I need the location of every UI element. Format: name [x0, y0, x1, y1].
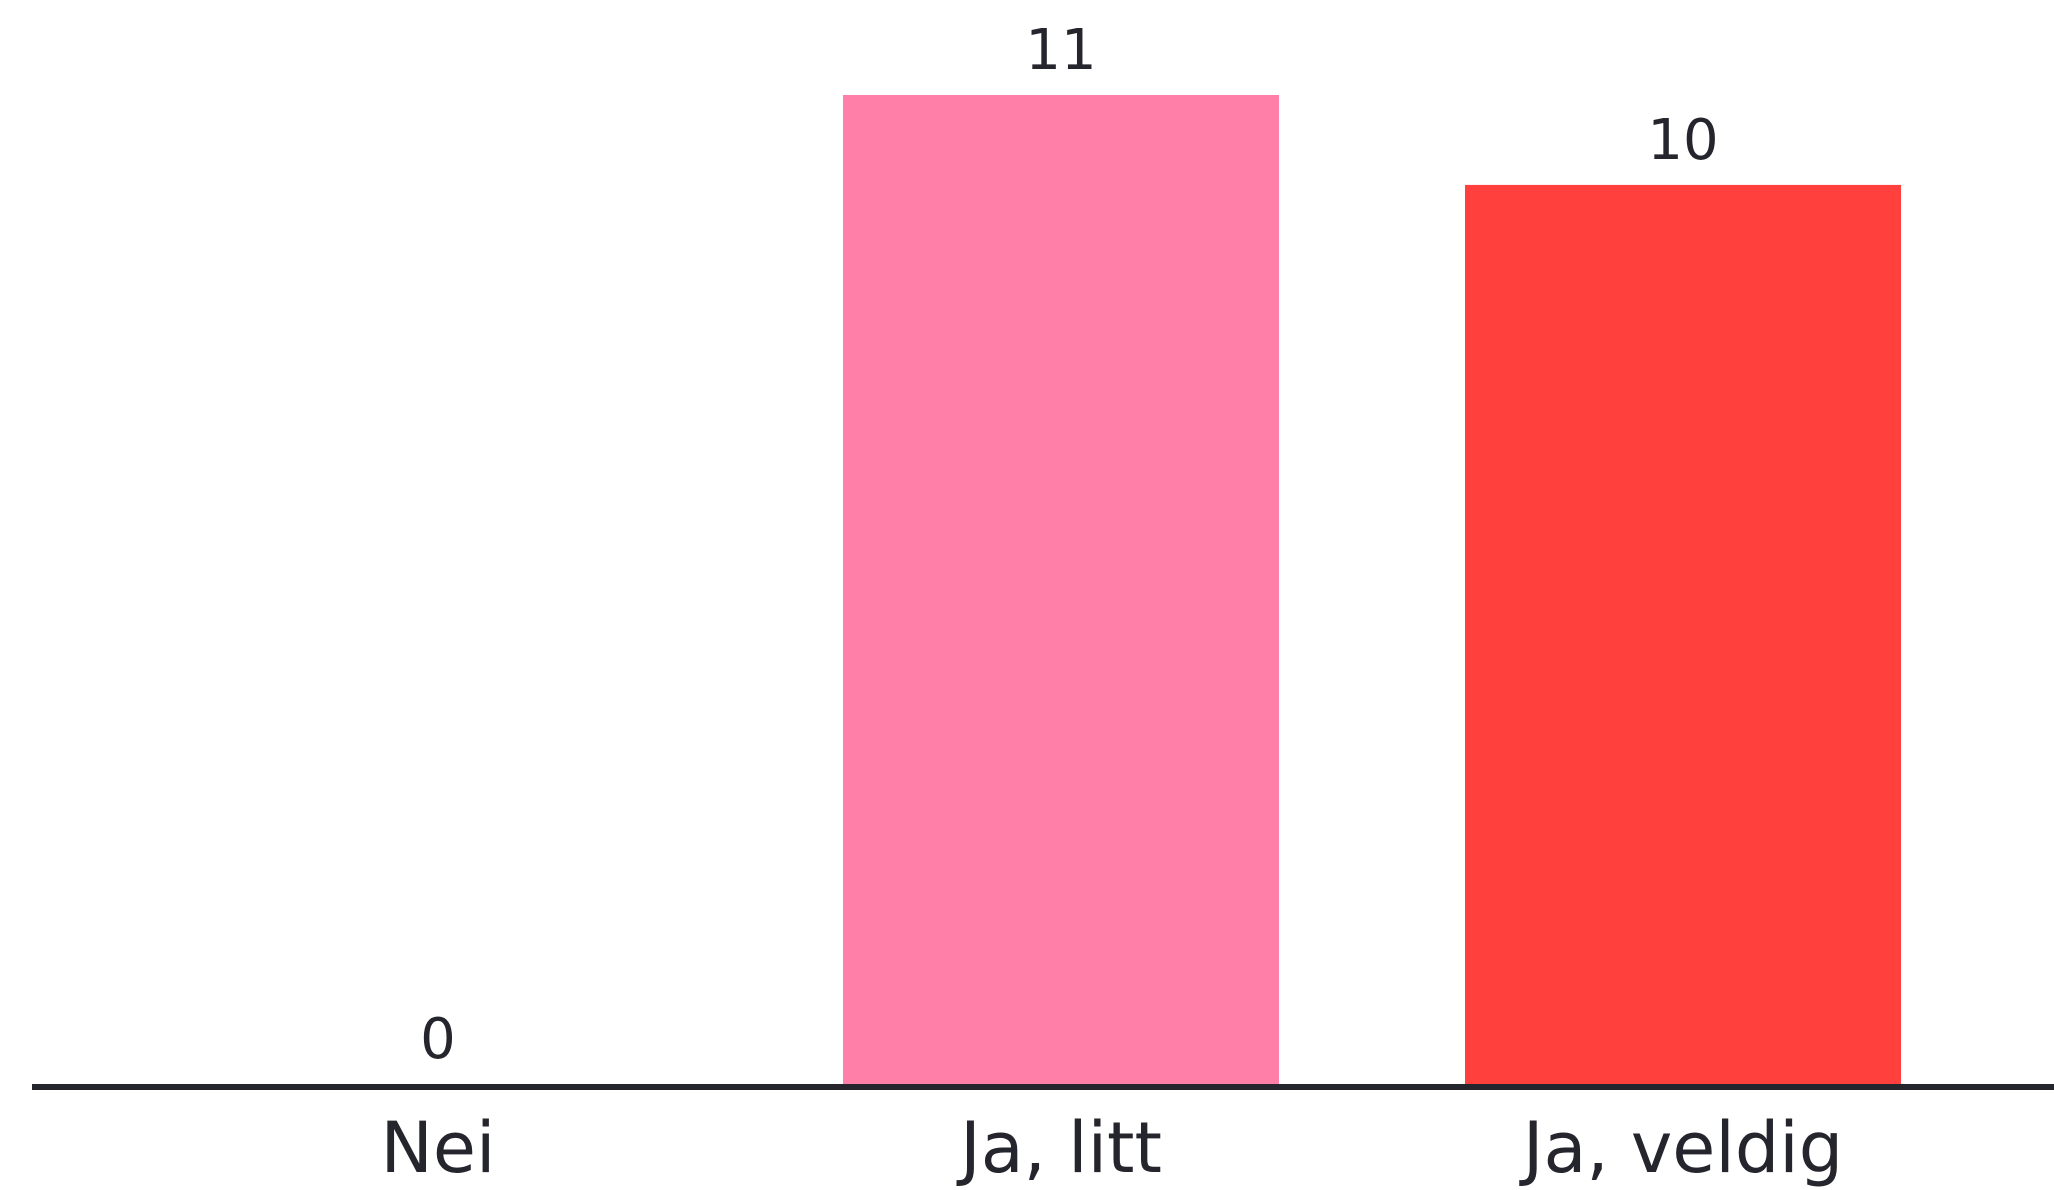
- value-labels-group: 0 11 10: [420, 18, 1718, 1072]
- value-label-1: 11: [1025, 18, 1096, 83]
- category-labels-group: Nei Ja, litt Ja, veldig: [381, 1107, 1844, 1189]
- category-label-1: Ja, litt: [956, 1107, 1162, 1189]
- value-label-2: 10: [1647, 108, 1718, 173]
- category-label-2: Ja, veldig: [1519, 1107, 1843, 1189]
- value-label-0: 0: [420, 1007, 456, 1072]
- category-label-0: Nei: [381, 1107, 496, 1189]
- bar-2: [1465, 184, 1901, 1085]
- bar-1: [843, 95, 1279, 1084]
- bars-group: [843, 95, 1901, 1085]
